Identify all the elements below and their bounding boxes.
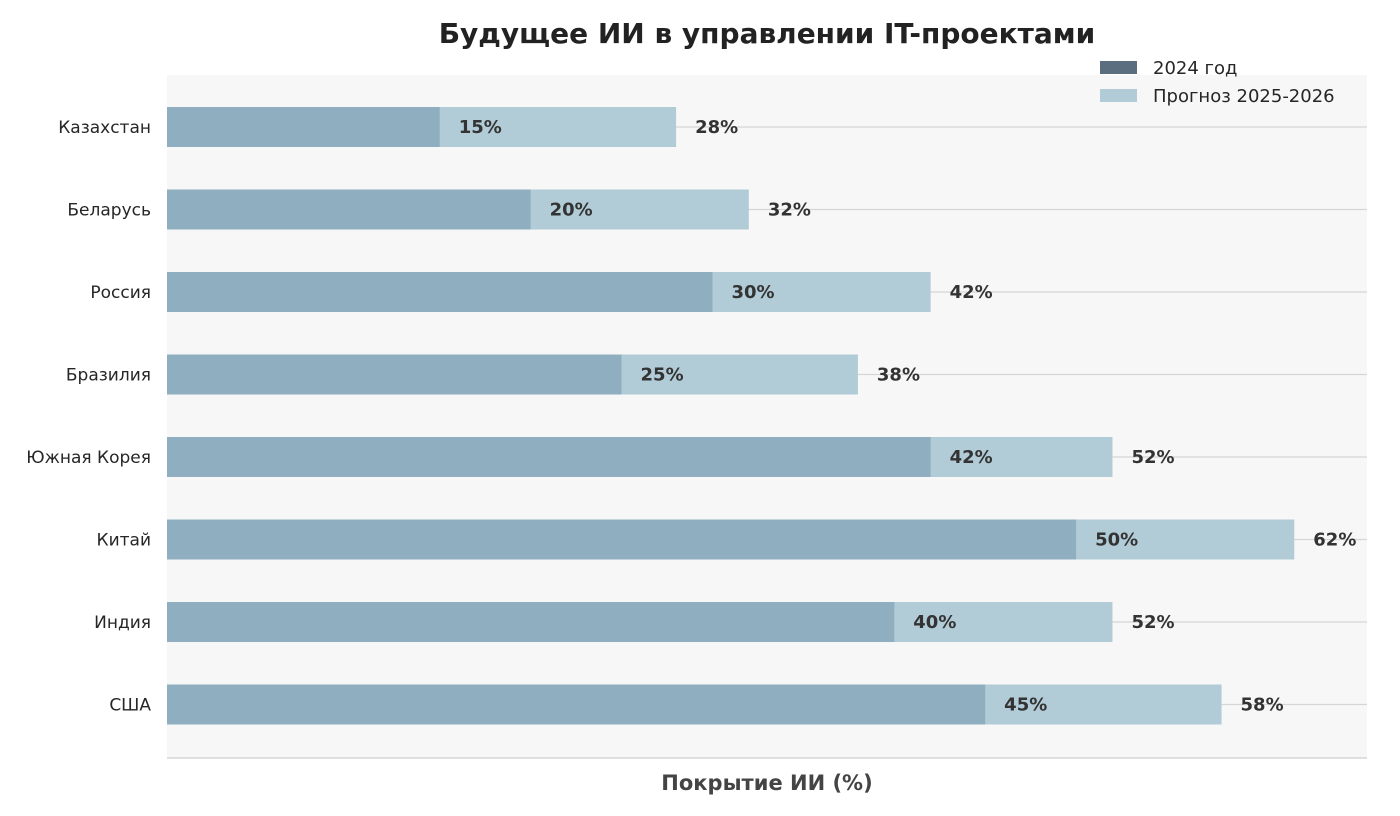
category-label: Индия bbox=[94, 613, 151, 633]
value-label-2024: 25% bbox=[641, 365, 684, 386]
value-label-2024: 30% bbox=[731, 282, 774, 303]
bar-2024 bbox=[167, 602, 895, 642]
bar-2024 bbox=[167, 272, 713, 312]
value-label-forecast: 28% bbox=[695, 117, 738, 138]
legend-swatch-2024 bbox=[1100, 61, 1137, 74]
value-label-forecast: 38% bbox=[877, 365, 920, 386]
value-label-forecast: 62% bbox=[1313, 530, 1356, 551]
value-label-forecast: 58% bbox=[1241, 695, 1284, 716]
category-label: Южная Корея bbox=[26, 448, 151, 468]
legend-label-2024: 2024 год bbox=[1153, 58, 1237, 79]
bars bbox=[167, 107, 1295, 725]
value-label-2024: 15% bbox=[459, 117, 502, 138]
bar-2024 bbox=[167, 684, 986, 725]
bar-2024 bbox=[167, 107, 440, 147]
category-label: Россия bbox=[90, 283, 151, 303]
value-label-forecast: 42% bbox=[950, 282, 993, 303]
plot-background bbox=[167, 75, 1367, 758]
category-label: Казахстан bbox=[58, 118, 151, 138]
category-label: Беларусь bbox=[67, 201, 151, 221]
category-label: Бразилия bbox=[66, 366, 151, 386]
chart-title: Будущее ИИ в управлении IT-проектами bbox=[439, 17, 1096, 50]
value-label-forecast: 32% bbox=[768, 200, 811, 221]
value-label-forecast: 52% bbox=[1131, 447, 1174, 468]
value-label-forecast: 52% bbox=[1131, 612, 1174, 633]
bar-2024 bbox=[167, 354, 622, 395]
value-label-2024: 40% bbox=[913, 612, 956, 633]
value-label-2024: 45% bbox=[1004, 695, 1047, 716]
value-labels: 15% 28% 20% 32% 30% 42% 25% 38% 42% 52% 50% 62% 40% 5… bbox=[459, 117, 1357, 716]
category-labels: Казахстан Беларусь Россия Бразилия Южная Кор… bbox=[26, 118, 151, 716]
value-label-2024: 42% bbox=[950, 447, 993, 468]
category-label: Китай bbox=[97, 531, 152, 551]
category-label: США bbox=[109, 696, 151, 716]
legend: 2024 год Прогноз 2025-2026 bbox=[1100, 58, 1335, 107]
legend-swatch-forecast bbox=[1100, 89, 1137, 102]
bar-2024 bbox=[167, 189, 531, 230]
value-label-2024: 50% bbox=[1095, 530, 1138, 551]
bar-2024 bbox=[167, 519, 1077, 560]
value-label-2024: 20% bbox=[550, 200, 593, 221]
legend-label-forecast: Прогноз 2025-2026 bbox=[1153, 86, 1335, 107]
x-axis-label: Покрытие ИИ (%) bbox=[661, 771, 872, 795]
bar-2024 bbox=[167, 437, 931, 477]
